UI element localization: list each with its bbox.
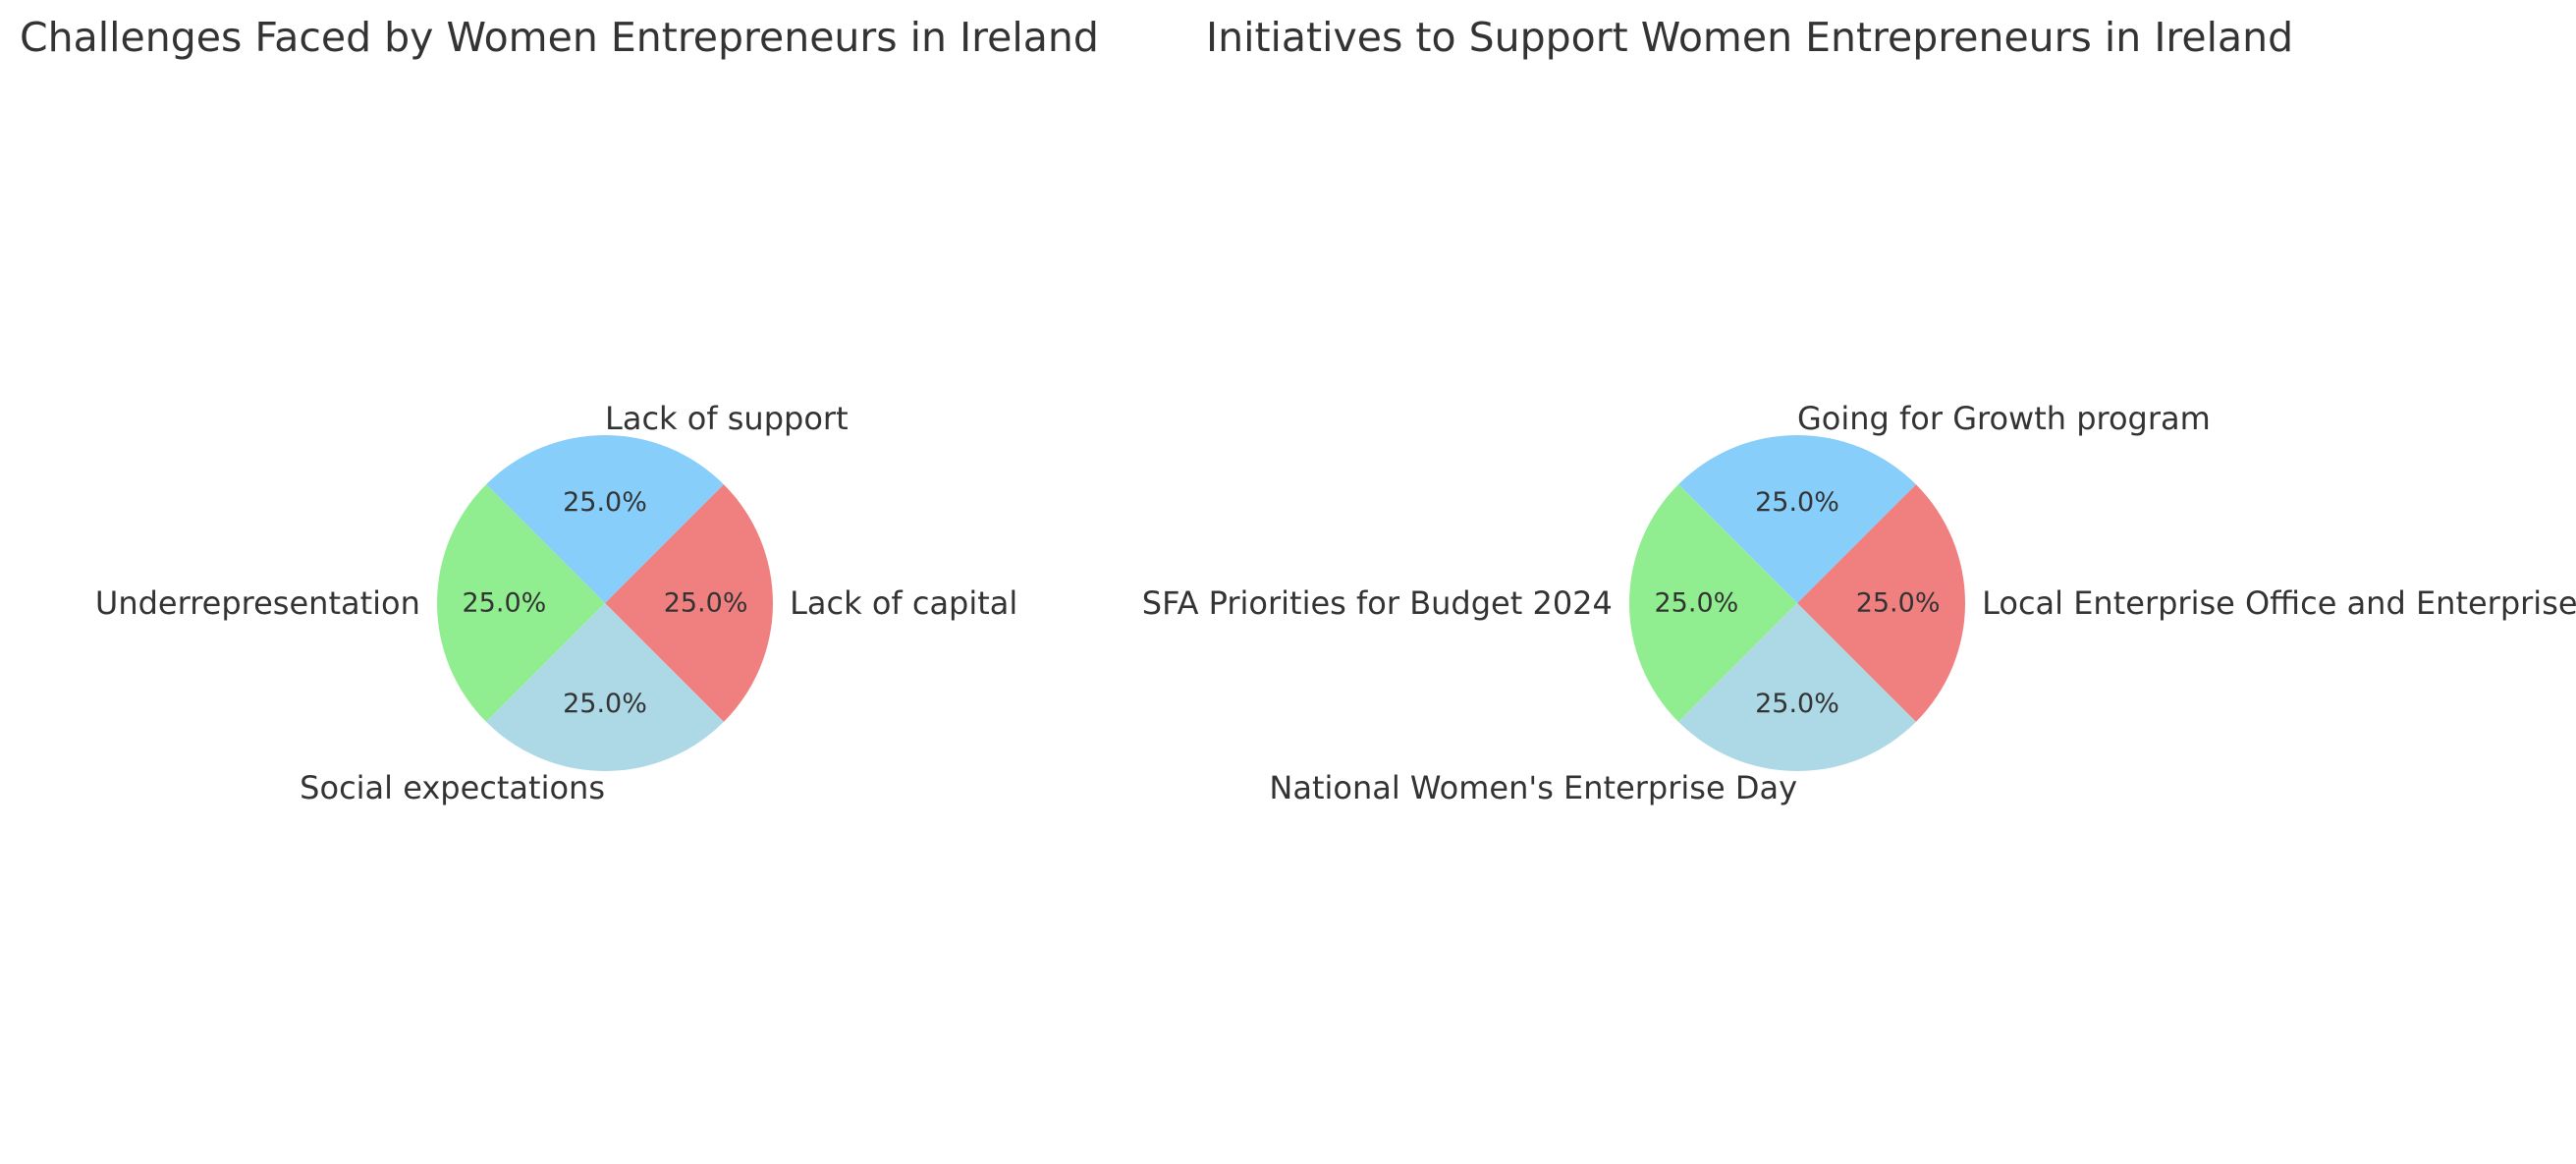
pie-slice-going-for-growth-program	[1678, 435, 1916, 603]
pie-slice-lack-of-capital	[605, 484, 774, 722]
percent-label-going-for-growth-program: 25.0%	[1755, 487, 1839, 518]
pie-slice-national-women-s-enterprise-day	[1678, 603, 1916, 771]
percent-label-lack-of-support: 25.0%	[563, 487, 647, 518]
category-label-underrepresentation: Underrepresentation	[95, 584, 420, 622]
category-label-lack-of-support: Lack of support	[605, 400, 849, 437]
pie-slice-sfa-priorities-for-budget-2024	[1629, 484, 1797, 722]
percent-label-lack-of-capital: 25.0%	[664, 588, 748, 619]
percent-label-national-women-s-enterprise-day: 25.0%	[1755, 689, 1839, 719]
right-pie-chart: 25.0% Local Enterprise Office and Enterpr…	[1142, 400, 2576, 806]
left-pie-chart: 25.0% Lack of capital 25.0% Lack of support…	[95, 400, 1017, 806]
category-label-lack-of-capital: Lack of capital	[790, 584, 1017, 622]
percent-label-local-enterprise-office-and-enterprise-ireland: 25.0%	[1856, 588, 1941, 619]
percent-label-social-expectations: 25.0%	[563, 689, 647, 719]
percent-label-underrepresentation: 25.0%	[463, 588, 547, 619]
percent-label-sfa-priorities-for-budget-2024: 25.0%	[1655, 588, 1739, 619]
category-label-social-expectations: Social expectations	[300, 769, 605, 806]
category-label-sfa-priorities-for-budget-2024: SFA Priorities for Budget 2024	[1142, 584, 1613, 622]
category-label-national-women-s-enterprise-day: National Women's Enterprise Day	[1269, 769, 1797, 806]
left-chart-title: Challenges Faced by Women Entrepreneurs …	[20, 14, 1099, 61]
right-chart-title: Initiatives to Support Women Entrepreneu…	[1206, 14, 2293, 61]
category-label-going-for-growth-program: Going for Growth program	[1797, 400, 2211, 437]
pie-slice-social-expectations	[486, 603, 724, 772]
pie-slice-underrepresentation	[437, 484, 605, 722]
pie-slice-local-enterprise-office-and-enterprise-ireland	[1797, 484, 1965, 722]
category-label-local-enterprise-office-and-enterprise-ireland: Local Enterprise Office and Enterprise I…	[1982, 584, 2576, 622]
pie-slice-lack-of-support	[486, 434, 724, 603]
